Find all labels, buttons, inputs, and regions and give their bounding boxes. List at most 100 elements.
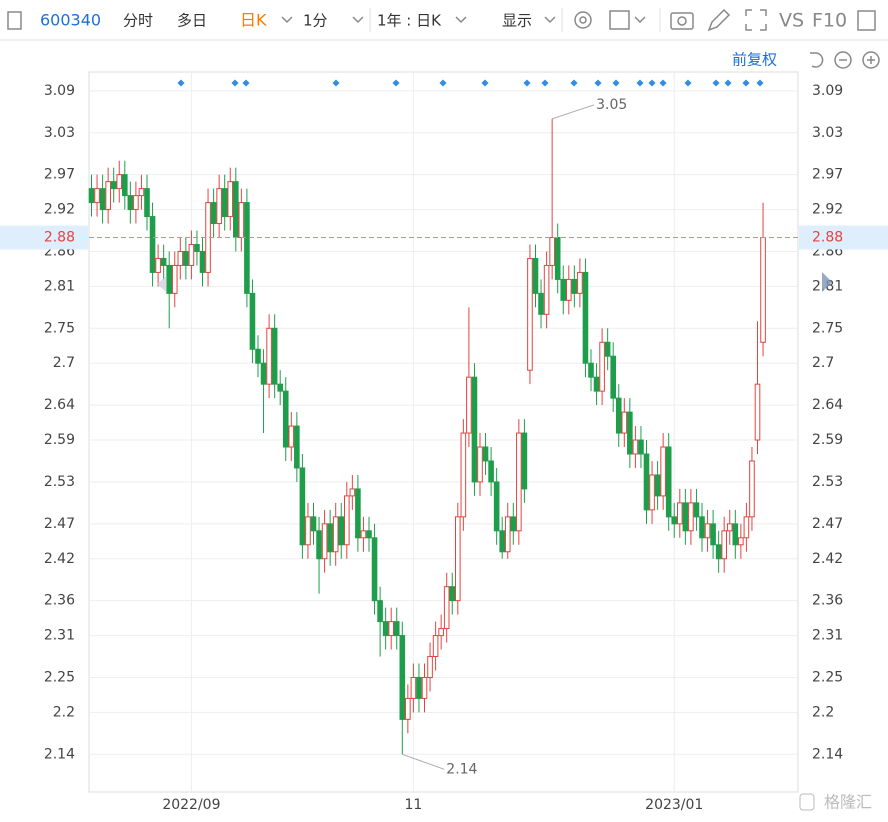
candle-body [410, 676, 417, 699]
reset-icon[interactable] [810, 52, 824, 68]
grid: 2.14 2.14 2.2 2.2 2.25 2.25 2.31 2.31 2.36 2.36 2.… [44, 72, 843, 813]
y-tick-label: 2.92 [44, 202, 75, 218]
event-marker [612, 79, 620, 87]
candle-body [321, 523, 328, 560]
candle-body [194, 243, 200, 252]
candle-body [432, 635, 439, 658]
tab[interactable]: 1分 [303, 12, 328, 30]
candle-body [127, 195, 134, 211]
f10-button[interactable]: F10 [812, 10, 847, 32]
candle-body [577, 271, 583, 294]
candle-body [532, 257, 539, 294]
candle-body [305, 516, 311, 546]
candle-body [488, 460, 494, 483]
fullscreen-icon[interactable] [745, 9, 767, 31]
y-tick-label: 2.25 [44, 669, 75, 685]
last-price-badge [0, 225, 88, 250]
stock-code[interactable]: 600340 [40, 11, 101, 30]
sidebar-icon[interactable] [7, 11, 22, 30]
watermark: 格隆汇 [824, 793, 872, 812]
tab-active[interactable]: 日K [240, 11, 267, 30]
watermark-logo [799, 793, 815, 811]
tab[interactable]: 多日 [177, 12, 207, 30]
x-tick-label: 2022/09 [162, 797, 220, 813]
candle-body [732, 523, 739, 546]
chevron[interactable] [455, 16, 467, 24]
y-tick-label: 2.53 [44, 474, 75, 490]
event-marker [541, 79, 549, 87]
candle-body [649, 474, 655, 511]
candle-body [238, 202, 245, 239]
zoom-in-icon[interactable] [862, 51, 880, 69]
y-tick-label: 2.2 [53, 704, 75, 720]
camera-icon[interactable] [670, 12, 694, 30]
candle-body [405, 697, 411, 720]
event-marker [570, 79, 578, 87]
candle-body [227, 181, 234, 218]
candle-body [671, 516, 678, 525]
candle-body [682, 502, 689, 532]
chevron[interactable] [544, 16, 556, 24]
panel-icon[interactable] [857, 10, 876, 31]
period-select[interactable]: 1年 : 日K [377, 12, 442, 30]
annotation-leader [551, 104, 595, 120]
y-tick-label-right: 2.92 [812, 202, 843, 218]
y-tick-label-right: 3.03 [812, 125, 843, 141]
candle-body [715, 544, 722, 560]
vs-button[interactable]: VS [779, 10, 804, 32]
candle-body [643, 453, 650, 511]
candle-body [466, 376, 472, 434]
candle-body [344, 495, 350, 546]
candle-body [543, 264, 550, 315]
candle-body [610, 355, 617, 399]
candle-body [421, 676, 428, 699]
y-tick-label: 2.81 [44, 278, 75, 294]
candle-body [504, 516, 511, 553]
candle-body [327, 523, 333, 553]
candle-body [615, 397, 622, 434]
event-marker [523, 79, 531, 87]
shape-icon[interactable] [609, 10, 630, 30]
x-tick-label: 2023/01 [645, 797, 703, 813]
tab[interactable]: 分时 [123, 12, 153, 30]
candle-body [332, 516, 339, 553]
chevron[interactable] [634, 16, 646, 24]
candle-body [371, 537, 378, 602]
y-tick-label-right: 2.36 [812, 593, 843, 609]
y-tick-label: 2.97 [44, 167, 75, 183]
candle-body [244, 202, 250, 294]
candle-body [282, 390, 289, 448]
chevron[interactable] [352, 16, 364, 24]
y-tick-label-right: 2.53 [812, 474, 843, 490]
candle-body [471, 376, 478, 483]
zoom-out-icon[interactable] [834, 51, 852, 69]
candle-body [216, 188, 222, 225]
settings-icon[interactable] [574, 11, 592, 29]
candle-body [377, 600, 383, 623]
candle-body [166, 264, 172, 294]
event-marker [659, 79, 667, 87]
candle-body [693, 502, 700, 518]
y-tick-label: 2.31 [44, 628, 75, 644]
candle-body [688, 502, 694, 532]
candle-body [527, 257, 533, 371]
candle-body [427, 656, 433, 678]
pencil-icon[interactable] [707, 8, 731, 32]
candle-body [188, 243, 195, 266]
y-tick-label: 2.14 [44, 746, 75, 762]
event-marker [481, 79, 489, 87]
overlay: 3.05 2.14 2.88 2.88 [0, 97, 888, 777]
candle-body [177, 250, 184, 266]
candle-body [554, 237, 561, 280]
y-tick-label: 3.03 [44, 125, 75, 141]
y-tick-label: 2.59 [44, 432, 75, 448]
display-menu[interactable]: 显示 [502, 12, 532, 30]
adjust-toggle[interactable]: 前复权 [732, 51, 777, 69]
candle-body [294, 425, 300, 469]
scroll-right [822, 272, 832, 292]
event-marker [242, 79, 250, 87]
candle-body [482, 446, 489, 462]
candle-body [638, 439, 644, 455]
chevron[interactable] [281, 16, 293, 24]
